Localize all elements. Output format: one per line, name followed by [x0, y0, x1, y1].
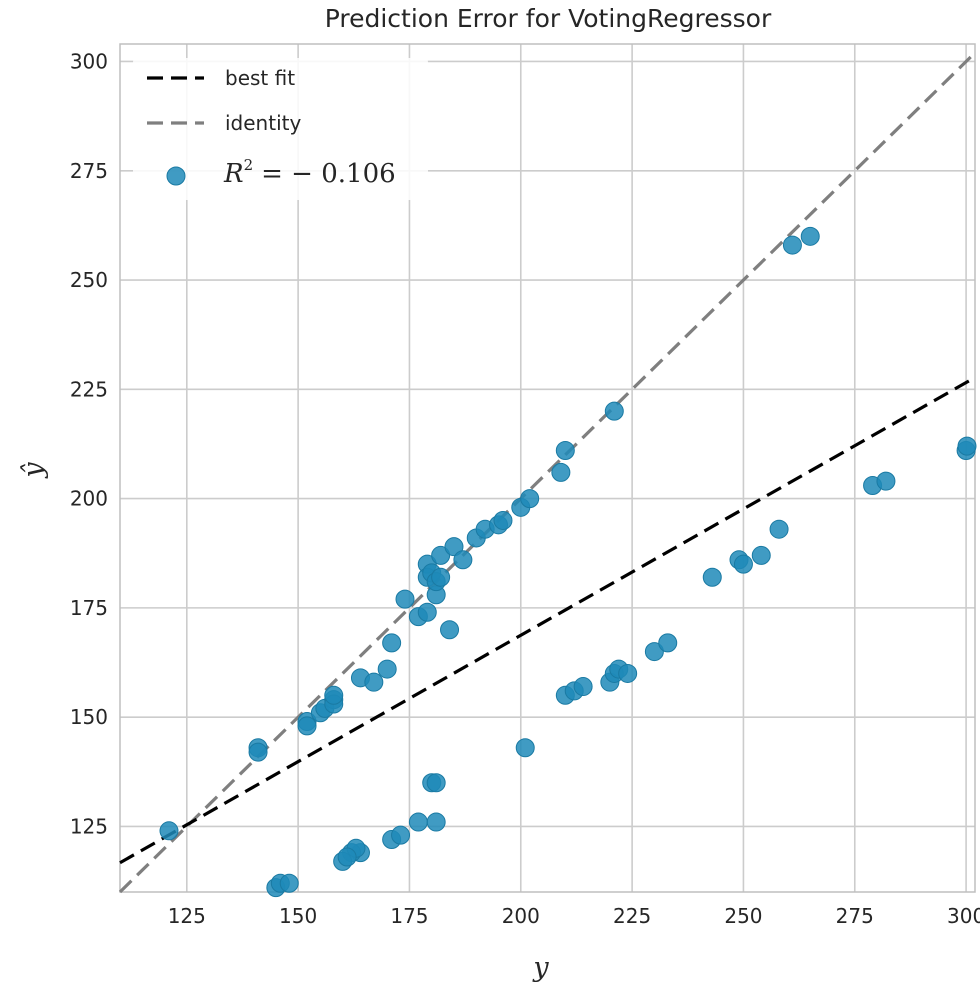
data-point: [604, 401, 624, 421]
y-tick-labels: 125 150 175 200 225 250 275 300: [70, 49, 108, 838]
data-point: [337, 847, 357, 867]
data-point: [957, 436, 977, 456]
legend-r2-exponent: 2: [244, 156, 254, 174]
x-tick-label: 125: [168, 904, 206, 928]
legend-identity-label: identity: [225, 111, 301, 135]
y-axis-label: ŷ: [18, 462, 49, 479]
data-point: [551, 462, 571, 482]
data-point: [515, 738, 535, 758]
x-tick-label: 225: [613, 904, 651, 928]
x-tick-label: 175: [390, 904, 428, 928]
data-point: [782, 235, 802, 255]
data-point: [769, 519, 789, 539]
data-point: [364, 672, 384, 692]
data-point: [324, 685, 344, 705]
legend-r2-label: R2 = − 0.106: [223, 156, 396, 189]
data-point: [426, 773, 446, 793]
data-point: [377, 659, 397, 679]
data-point: [417, 602, 437, 622]
data-point: [733, 554, 753, 574]
legend-point-swatch: [166, 166, 186, 186]
y-tick-label: 300: [70, 49, 108, 73]
data-point: [618, 663, 638, 683]
x-tick-label: 200: [502, 904, 540, 928]
y-tick-label: 225: [70, 377, 108, 401]
data-point: [395, 589, 415, 609]
data-point: [297, 716, 317, 736]
legend-best-fit-label: best fit: [225, 66, 295, 90]
grid-lines: [120, 44, 975, 892]
legend-box: [133, 58, 428, 200]
y-tick-label: 175: [70, 596, 108, 620]
y-tick-label: 200: [70, 487, 108, 511]
plot-area: [118, 51, 977, 898]
data-point: [391, 825, 411, 845]
x-tick-label: 250: [724, 904, 762, 928]
y-tick-label: 275: [70, 159, 108, 183]
x-tick-label: 275: [836, 904, 874, 928]
data-point: [644, 642, 664, 662]
data-point: [658, 633, 678, 653]
data-point: [408, 812, 428, 832]
data-point: [555, 441, 575, 461]
y-tick-label: 125: [70, 814, 108, 838]
data-point: [702, 567, 722, 587]
data-point: [800, 226, 820, 246]
x-tick-labels: 125 150 175 200 225 250 275 300: [168, 904, 980, 928]
legend-r2-value: = − 0.106: [261, 159, 396, 189]
data-point: [382, 633, 402, 653]
best-fit-line: [119, 376, 976, 865]
data-point: [520, 489, 540, 509]
data-point: [444, 537, 464, 557]
data-point: [453, 550, 473, 570]
data-point: [440, 620, 460, 640]
data-point: [248, 742, 268, 762]
data-point: [751, 545, 771, 565]
data-point: [431, 545, 451, 565]
data-point: [876, 471, 896, 491]
data-point: [431, 567, 451, 587]
data-point: [279, 873, 299, 893]
scatter-points: [159, 226, 977, 898]
data-point: [573, 677, 593, 697]
data-point: [493, 510, 513, 530]
data-point: [426, 812, 446, 832]
x-tick-label: 150: [279, 904, 317, 928]
y-tick-label: 250: [70, 268, 108, 292]
x-tick-label: 300: [947, 904, 980, 928]
legend-r2-symbol: R: [223, 159, 244, 189]
y-tick-label: 150: [70, 705, 108, 729]
data-point: [159, 821, 179, 841]
legend: best fit identity R2 = − 0.106: [133, 58, 428, 200]
x-axis-label: y: [532, 952, 549, 982]
plot-frame: [119, 43, 976, 893]
chart-title: Prediction Error for VotingRegressor: [325, 4, 772, 33]
